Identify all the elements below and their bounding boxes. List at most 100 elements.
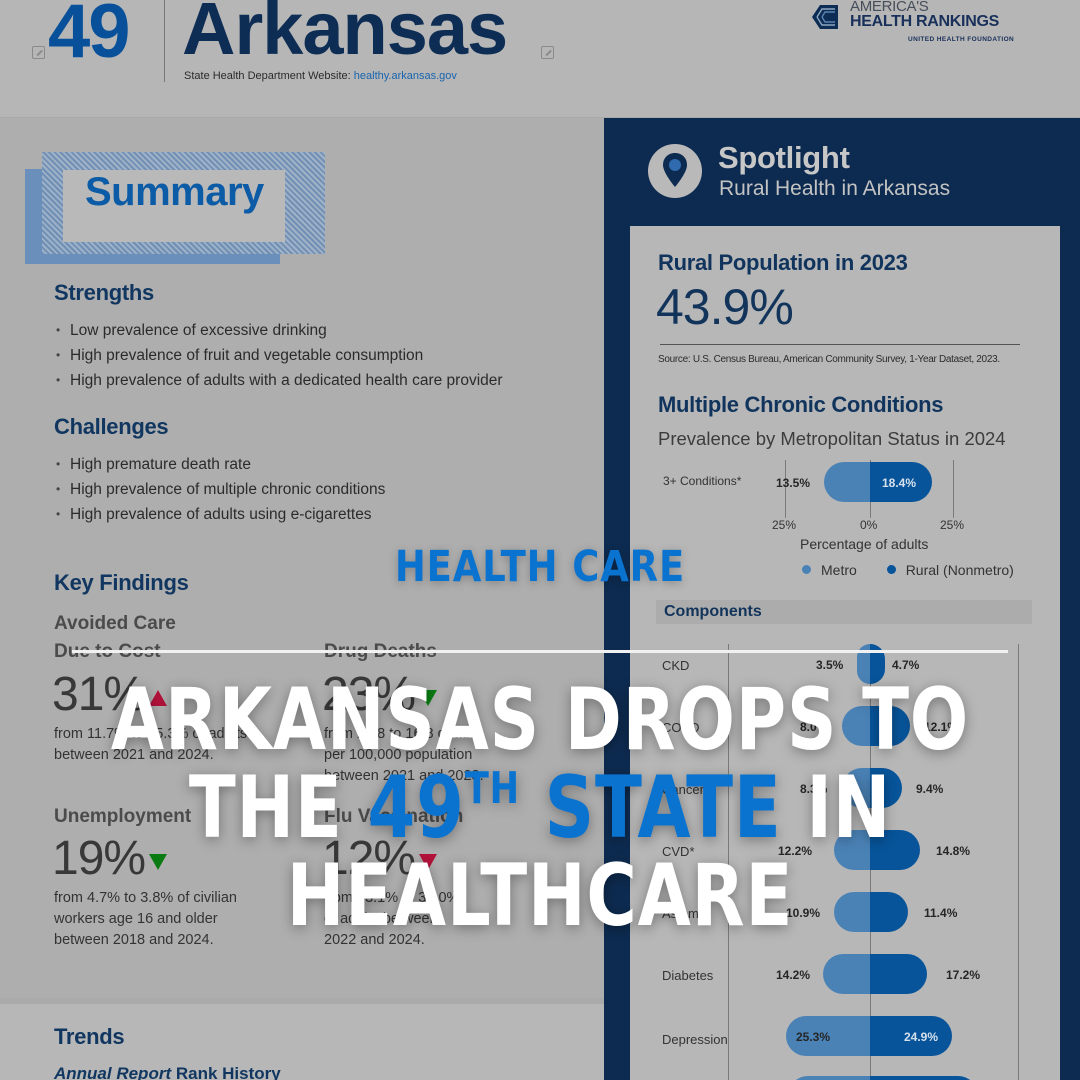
finding-value: 19% xyxy=(52,834,168,884)
bar-rural xyxy=(870,830,920,870)
external-link-icon[interactable] xyxy=(541,46,554,59)
key-findings-heading: Key Findings xyxy=(54,570,189,595)
bar-metro xyxy=(824,462,870,502)
finding-value: 23% xyxy=(322,670,438,720)
row-label: Asthma xyxy=(662,906,707,921)
spotlight-card: Rural Population in 2023 43.9% Source: U… xyxy=(630,226,1060,1080)
bar-rural xyxy=(870,462,932,502)
summary-banner: Summary xyxy=(25,152,325,264)
finding-value: 31% xyxy=(52,670,168,720)
source-note: Source: U.S. Census Bureau, American Com… xyxy=(658,354,1000,365)
finding-desc: per 100,000 population xyxy=(324,747,473,763)
finding-value: 12% xyxy=(322,834,438,884)
mcc-subtitle: Prevalence by Metropolitan Status in 202… xyxy=(658,428,1006,449)
bar-rural xyxy=(870,1016,952,1056)
list-item: High prevalence of adults using e-cigare… xyxy=(56,502,385,527)
bar-metro xyxy=(834,830,870,870)
trend-down-icon xyxy=(419,854,438,870)
header-divider xyxy=(164,0,165,82)
bar-value-metro: 8.0% xyxy=(800,720,828,734)
trend-down-icon xyxy=(419,690,438,706)
challenges-heading: Challenges xyxy=(54,414,169,439)
row-label: 3+ Conditions* xyxy=(663,474,742,488)
diamond-logo-icon xyxy=(812,5,838,29)
finding-desc: between 2021 and 2024. xyxy=(54,747,214,763)
headline-kicker: HEALTH CARE xyxy=(394,542,686,592)
headline-line-3: HEALTHCARE xyxy=(286,846,794,946)
bar-value-rural: 24.9% xyxy=(904,1030,939,1044)
finding-label: Unemployment xyxy=(54,806,192,827)
website-label: State Health Department Website: xyxy=(184,70,351,82)
bar-rural xyxy=(870,1076,978,1080)
bar-rural xyxy=(870,706,910,746)
logo-line-1: AMERICA'S xyxy=(850,0,929,15)
rural-pop-title: Rural Population in 2023 xyxy=(658,250,908,275)
spotlight-subtitle: Rural Health in Arkansas xyxy=(719,177,951,200)
row-label: Diabetes xyxy=(662,968,714,983)
logo-line-3: UNITED HEALTH FOUNDATION xyxy=(908,36,1015,43)
bar-rural xyxy=(870,954,927,994)
bar-metro xyxy=(842,706,870,746)
state-website: State Health Department Website: healthy… xyxy=(184,70,457,82)
legend-rural-dot xyxy=(886,565,896,574)
bar-metro xyxy=(788,1076,870,1080)
state-name: Arkansas xyxy=(182,0,508,70)
bar-value-rural: 14.8% xyxy=(936,844,971,858)
spotlight-title: Spotlight xyxy=(718,140,850,175)
americas-health-rankings-logo: AMERICA'S HEALTH RANKINGS UNITED HEALTH … xyxy=(808,0,1038,50)
spotlight-panel: Spotlight Rural Health in Arkansas Rural… xyxy=(604,118,1080,1080)
bar-rural xyxy=(870,892,908,932)
row-label: Depression xyxy=(662,1032,728,1047)
bar-value-rural: 18.4% xyxy=(882,476,917,490)
finding-desc: between 2021 and 2023. xyxy=(324,768,484,784)
bar-value-rural: 9.4% xyxy=(916,782,944,796)
axis-tick: 0% xyxy=(860,518,878,532)
report-header: 49 Arkansas State Health Department Webs… xyxy=(0,0,1080,118)
finding-desc: from 43.1% to 38.0% xyxy=(324,890,460,906)
bar-value-metro: 25.3% xyxy=(796,1030,831,1044)
bar-value-metro: 8.3% xyxy=(800,782,828,796)
summary-banner-box xyxy=(63,170,285,242)
bar-metro xyxy=(857,644,870,684)
headline-line-1: ARKANSAS DROPS TO xyxy=(110,670,970,770)
external-link-icon[interactable] xyxy=(32,46,45,59)
strengths-heading: Strengths xyxy=(54,280,154,305)
trends-heading: Trends xyxy=(54,1024,125,1049)
finding-desc: of adults between xyxy=(324,911,438,927)
challenges-list: High premature death rate High prevalenc… xyxy=(56,452,385,527)
mcc-title: Multiple Chronic Conditions xyxy=(658,392,944,417)
axis-gridline xyxy=(728,644,729,1080)
bar-value-metro: 3.5% xyxy=(816,658,844,672)
axis-gridline xyxy=(953,460,954,518)
bar-metro xyxy=(823,954,870,994)
location-pin-icon xyxy=(663,153,687,187)
finding-label: Flu Vaccination xyxy=(324,806,464,827)
axis-gridline xyxy=(785,460,786,518)
row-label: CVD* xyxy=(662,844,695,859)
finding-desc: from 11.7% to 15.3% of adults xyxy=(54,726,248,742)
finding-desc: between 2018 and 2024. xyxy=(54,932,214,948)
bar-metro xyxy=(786,1016,870,1056)
bar-value-metro: 13.5% xyxy=(776,476,811,490)
website-link[interactable]: healthy.arkansas.gov xyxy=(353,70,457,82)
chart-legend: Metro Rural (Nonmetro) xyxy=(802,562,1014,578)
headline: ARKANSAS DROPS TO THE 49TH STATE IN HEAL… xyxy=(0,676,1080,940)
bar-value-rural: 17.2% xyxy=(946,968,981,982)
legend-metro-dot xyxy=(802,565,811,574)
bar-value-metro: 14.2% xyxy=(776,968,811,982)
legend-rural-label: Rural (Nonmetro) xyxy=(905,562,1014,578)
list-item: High prevalence of multiple chronic cond… xyxy=(56,477,385,502)
bar-value-metro: 10.9% xyxy=(786,906,821,920)
trends-subtitle: Annual Report Rank History xyxy=(54,1064,281,1080)
bar-value-rural: 11.4% xyxy=(924,906,958,920)
row-label: CKD xyxy=(662,658,690,673)
bar-value-rural: 4.7% xyxy=(892,658,920,672)
axis-tick: 25% xyxy=(940,518,965,532)
bar-metro xyxy=(834,892,870,932)
bar-value-rural: 12.1% xyxy=(924,720,959,734)
finding-desc: 2022 and 2024. xyxy=(324,932,425,948)
legend-metro-label: Metro xyxy=(821,562,857,578)
list-item: Low prevalence of excessive drinking xyxy=(56,318,503,343)
rural-pop-value: 43.9% xyxy=(656,279,794,335)
trend-down-icon xyxy=(149,854,168,870)
